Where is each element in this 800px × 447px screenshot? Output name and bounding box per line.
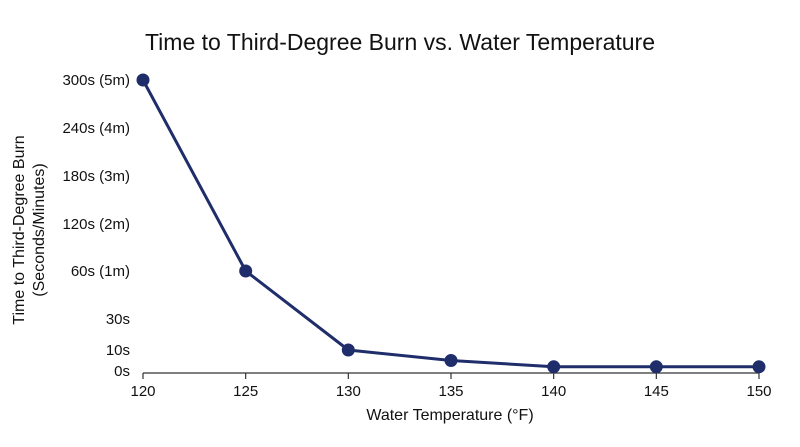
y-axis-title-line-2: (Seconds/Minutes) [31, 163, 48, 296]
y-tick-label: 30s [106, 311, 130, 328]
data-point [136, 73, 150, 87]
y-tick-label: 240s (4m) [62, 120, 130, 137]
chart-title: Time to Third-Degree Burn vs. Water Temp… [145, 29, 655, 55]
x-tick-label: 140 [541, 383, 566, 400]
x-axis-title: Water Temperature (°F) [366, 407, 533, 424]
y-axis-title: Time to Third-Degree Burn (Seconds/Minut… [11, 135, 48, 324]
data-point [444, 354, 458, 367]
series-line [141, 79, 759, 369]
y-tick-label: 0s [114, 363, 130, 380]
data-point [341, 343, 355, 357]
y-axis-title-line-1: Time to Third-Degree Burn [11, 135, 28, 324]
y-tick-label: 120s (2m) [62, 216, 130, 233]
x-tick-label: 125 [233, 383, 258, 400]
x-tick-label: 120 [130, 383, 155, 400]
data-point [547, 360, 561, 374]
x-tick-label: 150 [746, 383, 771, 400]
y-tick-label: 300s (5m) [62, 72, 130, 89]
x-tick-label: 130 [336, 383, 361, 400]
plot-area [136, 73, 766, 374]
data-point [239, 264, 253, 278]
y-tick-label: 10s [106, 342, 130, 359]
x-tick-label: 145 [644, 383, 669, 400]
data-point [649, 360, 663, 374]
y-axis-ticks: 0s 10s 30s 60s (1m) 120s (2m) 180s (3m) 240s (… [62, 72, 130, 380]
y-tick-label: 180s (3m) [62, 168, 130, 185]
x-axis-ticks: 120 125 130 135 140 145 150 [130, 373, 772, 400]
data-point [752, 360, 766, 374]
x-tick-label: 135 [438, 383, 463, 400]
y-tick-label: 60s (1m) [71, 263, 130, 280]
